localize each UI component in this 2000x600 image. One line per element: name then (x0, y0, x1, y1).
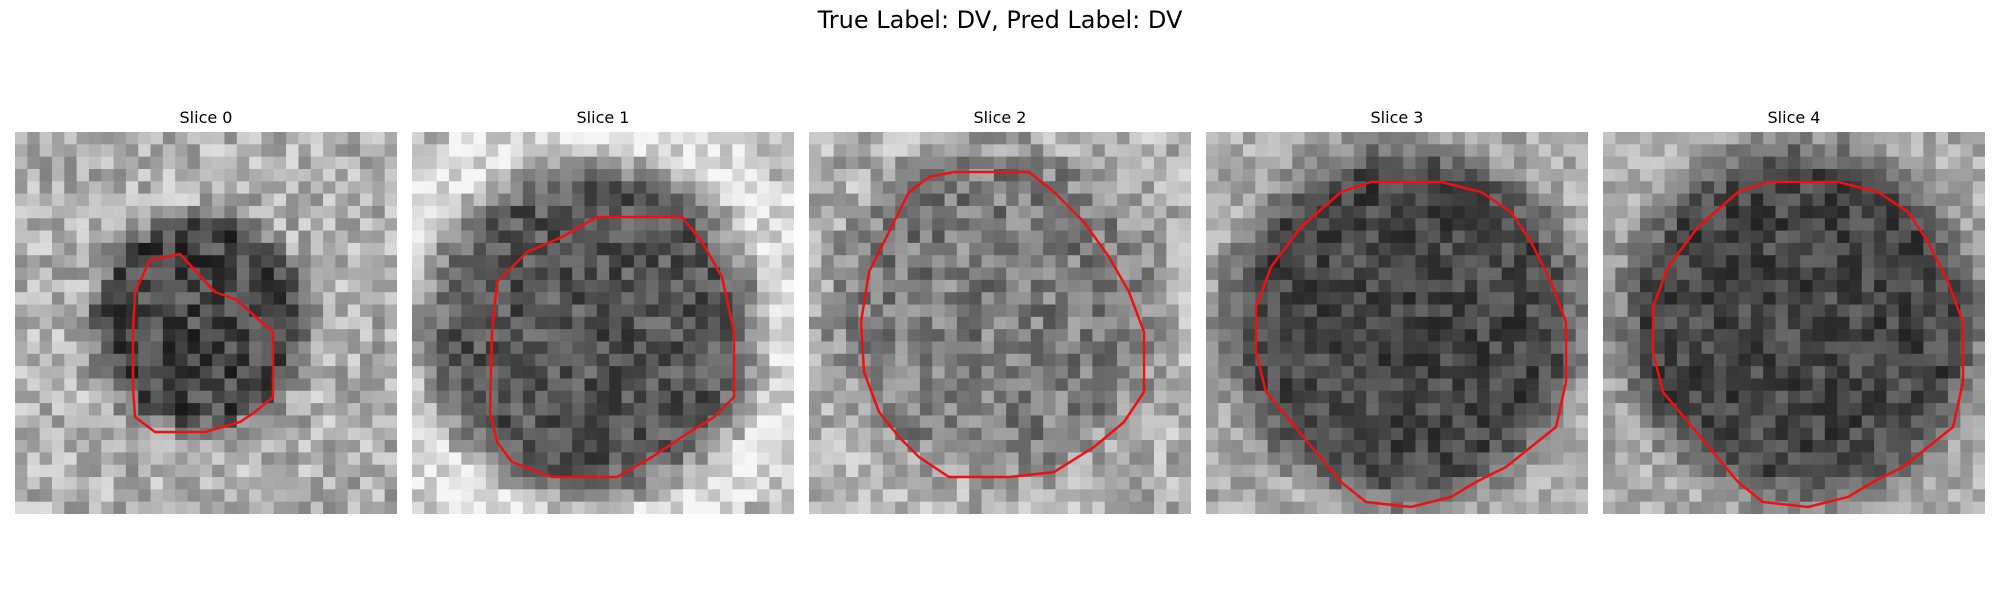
figure-title: True Label: DV, Pred Label: DV (817, 6, 1183, 34)
segmentation-contour (1651, 180, 1965, 509)
segmentation-contour (488, 215, 736, 479)
slice-image-2 (809, 132, 1191, 514)
segmentation-contour (859, 170, 1146, 479)
slice-image-3 (1206, 132, 1588, 514)
slice-image-1 (412, 132, 794, 514)
slice-title-0: Slice 0 (179, 108, 233, 127)
slice-image-0 (15, 132, 397, 514)
slice-panel-0: Slice 0 (15, 108, 397, 514)
slice-panel-2: Slice 2 (809, 108, 1191, 514)
slice-title-1: Slice 1 (576, 108, 630, 127)
slice-image-4 (1603, 132, 1985, 514)
slice-title-3: Slice 3 (1370, 108, 1424, 127)
slice-title-2: Slice 2 (973, 108, 1027, 127)
slice-panel-4: Slice 4 (1603, 108, 1985, 514)
segmentation-contour (131, 252, 275, 434)
slice-panel-1: Slice 1 (412, 108, 794, 514)
segmentation-contour (1254, 180, 1568, 509)
slice-panel-3: Slice 3 (1206, 108, 1588, 514)
slice-title-4: Slice 4 (1767, 108, 1821, 127)
